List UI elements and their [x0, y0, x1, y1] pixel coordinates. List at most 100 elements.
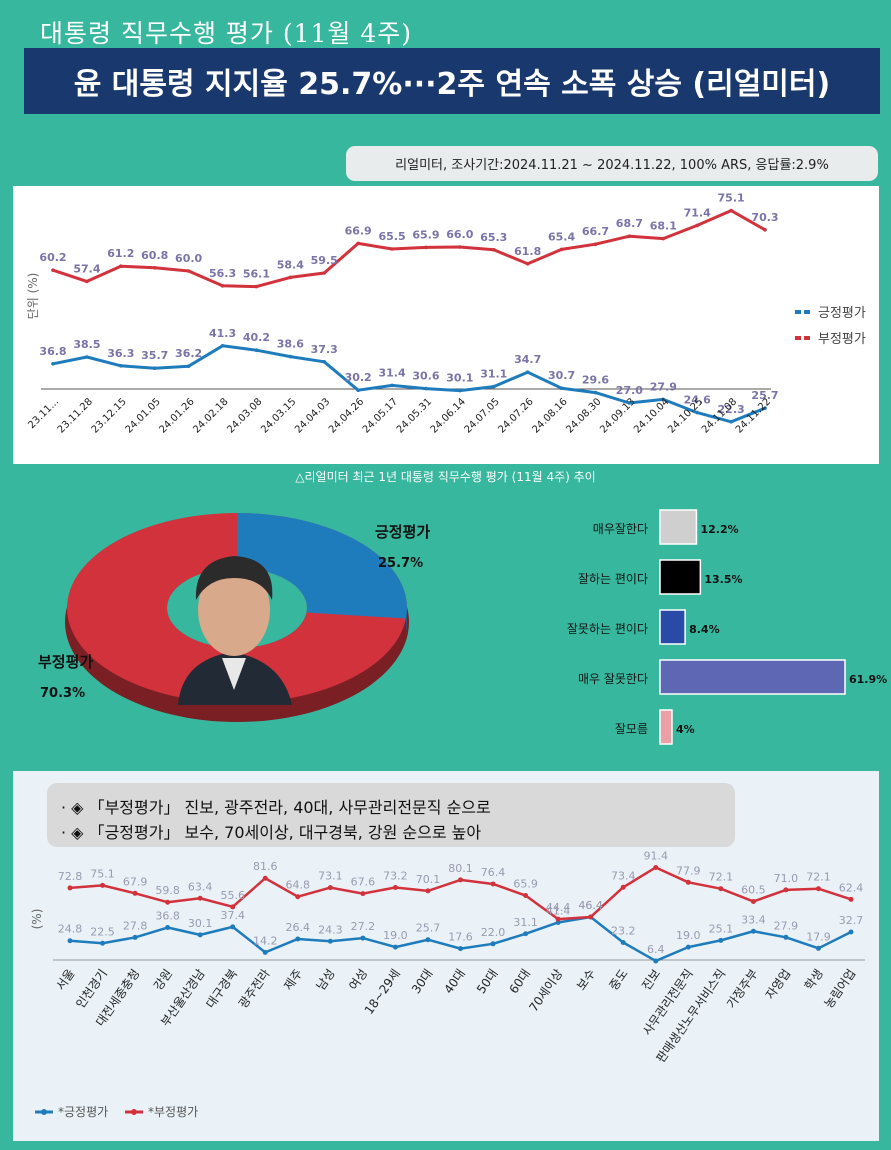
trend-unit-label: 단위 (%) — [26, 273, 40, 320]
trend-point — [627, 401, 632, 405]
trend-point — [729, 420, 733, 424]
demo-data-label: 59.8 — [155, 884, 180, 897]
donut-pos-value: 25.7% — [378, 556, 423, 571]
bar-value-label: 61.9% — [849, 673, 887, 686]
demo-data-label: 22.0 — [481, 926, 506, 939]
trend-point — [627, 234, 632, 238]
trend-point — [491, 248, 496, 252]
trend-data-label: 41.3 — [209, 327, 236, 340]
trend-point — [729, 208, 733, 213]
demo-point — [848, 929, 854, 935]
demo-data-label: 72.8 — [58, 870, 83, 883]
trend-point — [593, 390, 598, 395]
trend-point — [525, 262, 530, 266]
demo-data-label: 65.9 — [513, 878, 538, 891]
demo-point — [458, 877, 463, 883]
demo-point — [295, 894, 301, 900]
demo-data-label: 73.4 — [611, 869, 636, 882]
demo-data-label: 37.4 — [220, 909, 245, 922]
demo-point — [132, 890, 138, 896]
demo-tick-label: 중도 — [607, 967, 631, 993]
demo-point — [327, 885, 333, 891]
trend-caption: △리얼미터 최근 1년 대통령 직무수행 평가 (11월 4주) 추이 — [295, 470, 596, 484]
demo-point — [555, 916, 561, 922]
trend-data-label: 68.7 — [616, 217, 643, 230]
demo-point — [230, 924, 236, 930]
trend-point — [186, 269, 191, 273]
portrait-face — [198, 564, 270, 656]
trend-tick-label: 23.11.28 — [56, 396, 95, 435]
donut-neg-label: 부정평가 — [38, 653, 93, 671]
trend-data-label: 36.2 — [175, 347, 202, 360]
demo-data-label: 31.1 — [513, 916, 538, 929]
demo-data-label: 62.4 — [839, 881, 864, 894]
demo-point — [685, 879, 691, 885]
demo-data-label: 19.0 — [383, 929, 408, 942]
trend-data-label: 57.4 — [73, 262, 100, 275]
trend-tick-label: 24.04.26 — [327, 396, 366, 435]
trend-point — [288, 275, 293, 280]
demo-data-label: 6.4 — [647, 943, 665, 956]
trend-data-label: 31.4 — [378, 366, 405, 379]
trend-point — [220, 344, 225, 348]
demo-tick-label: 가정주부 — [724, 967, 761, 1011]
demo-data-label: 33.4 — [741, 913, 766, 926]
trend-data-label: 24.6 — [684, 394, 711, 407]
demo-point — [392, 944, 398, 950]
demo-tick-label: 대구경북 — [203, 967, 240, 1011]
trend-tick-label: 24.08.16 — [530, 396, 569, 435]
trend-data-label: 58.4 — [277, 258, 304, 271]
note-line-2: · ◈ 「긍정평가」 보수, 70세이상, 대구경북, 강원 순으로 높아 — [61, 823, 482, 842]
demo-data-label: 76.4 — [481, 866, 506, 879]
trend-point — [152, 266, 157, 270]
trend-series-line-positive — [52, 344, 766, 424]
demo-legend-neg-label: *부정평가 — [148, 1105, 198, 1119]
trend-data-label: 68.1 — [650, 220, 677, 233]
demo-data-label: 23.2 — [611, 924, 636, 937]
trend-data-label: 35.7 — [141, 349, 168, 362]
demo-data-label: 55.6 — [220, 889, 245, 902]
demo-point — [165, 899, 171, 905]
trend-data-label: 65.5 — [378, 230, 405, 243]
demo-tick-label: 서울 — [53, 967, 77, 993]
demo-data-label: 67.9 — [123, 875, 148, 888]
trend-data-label: 38.5 — [73, 338, 100, 351]
demo-data-label: 41.4 — [546, 904, 571, 917]
donut-slice-positive-side — [405, 608, 407, 633]
trend-point — [356, 241, 360, 246]
trend-point — [559, 247, 564, 252]
demo-data-label: 27.9 — [774, 919, 799, 932]
trend-point — [424, 245, 428, 250]
demo-tick-label: 70세이상 — [526, 967, 565, 1015]
demo-point — [458, 946, 463, 952]
demo-data-label: 46.4 — [578, 899, 603, 912]
trend-data-label: 34.7 — [514, 353, 541, 366]
demo-tick-label: 보수 — [574, 967, 598, 993]
trend-series-line-negative — [52, 209, 766, 289]
demo-point — [750, 928, 756, 934]
demo-point — [327, 938, 333, 944]
trend-data-label: 22.3 — [718, 403, 745, 416]
trend-point — [661, 236, 666, 241]
demo-data-label: 77.9 — [676, 864, 701, 877]
demo-data-label: 17.6 — [448, 931, 473, 944]
trend-data-label: 31.1 — [480, 368, 507, 381]
demo-legend-pos-dot — [41, 1109, 47, 1115]
demo-legend: *긍정평가 *부정평가 — [35, 1105, 198, 1119]
demo-tick-label: 학생 — [802, 967, 826, 993]
demo-point — [815, 945, 821, 951]
demo-point — [588, 914, 594, 920]
demo-point — [67, 938, 73, 944]
trend-tick-label: 24.01.26 — [157, 396, 196, 435]
demo-data-label: 67.6 — [351, 876, 376, 889]
demo-point — [262, 949, 268, 955]
demo-data-label: 70.1 — [416, 873, 441, 886]
trend-data-label: 30.6 — [412, 370, 439, 383]
demo-point — [750, 898, 756, 904]
trend-tick-label: 24.03.08 — [225, 396, 264, 435]
survey-info: 리얼미터, 조사기간:2024.11.21 ~ 2024.11.22, 100%… — [346, 146, 878, 181]
trend-point — [593, 242, 598, 246]
trend-tick-label: 24.06.14 — [429, 396, 468, 435]
demo-data-label: 64.8 — [286, 879, 311, 892]
trend-point — [424, 386, 428, 391]
